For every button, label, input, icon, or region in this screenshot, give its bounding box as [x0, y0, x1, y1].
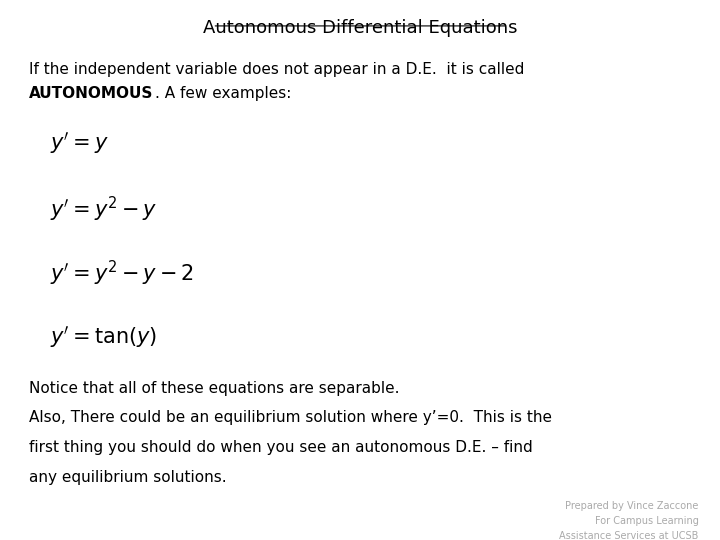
- Text: If the independent variable does not appear in a D.E.  it is called: If the independent variable does not app…: [29, 62, 524, 77]
- Text: AUTONOMOUS: AUTONOMOUS: [29, 86, 153, 102]
- Text: Assistance Services at UCSB: Assistance Services at UCSB: [559, 531, 698, 540]
- Text: For Campus Learning: For Campus Learning: [595, 516, 698, 526]
- Text: Also, There could be an equilibrium solution where y’=0.  This is the: Also, There could be an equilibrium solu…: [29, 410, 552, 426]
- Text: $y' = y^2 - y$: $y' = y^2 - y$: [50, 194, 158, 224]
- Text: Prepared by Vince Zaccone: Prepared by Vince Zaccone: [565, 501, 698, 511]
- Text: $y' = \tan(y)$: $y' = \tan(y)$: [50, 324, 158, 350]
- Text: any equilibrium solutions.: any equilibrium solutions.: [29, 470, 226, 485]
- Text: . A few examples:: . A few examples:: [155, 86, 291, 102]
- Text: $y' = y^2 - y - 2$: $y' = y^2 - y - 2$: [50, 259, 194, 288]
- Text: $y' = y$: $y' = y$: [50, 130, 109, 156]
- Text: first thing you should do when you see an autonomous D.E. – find: first thing you should do when you see a…: [29, 440, 533, 455]
- Text: Notice that all of these equations are separable.: Notice that all of these equations are s…: [29, 381, 400, 396]
- Text: Autonomous Differential Equations: Autonomous Differential Equations: [203, 19, 517, 37]
